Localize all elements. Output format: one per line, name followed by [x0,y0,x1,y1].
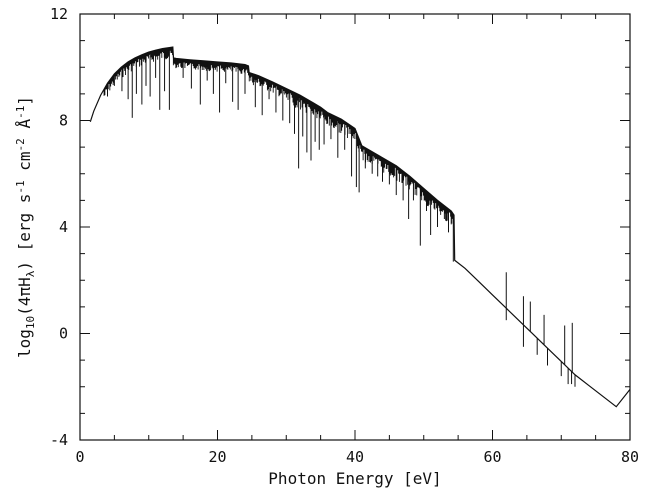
y-label-log: log [15,329,34,358]
y-label-open: (4πH [15,277,34,316]
y-label-angstrom: Å [15,119,34,139]
y-label-unit-erg: ) [erg s [15,194,34,271]
line-forest-band [103,47,454,224]
x-tick-label-1: 20 [208,448,226,466]
y-tick-label-2: 4 [59,218,68,236]
y-tick-label-3: 8 [59,112,68,130]
x-axis-label: Photon Energy [eV] [268,469,441,488]
y-tick-label-1: 0 [59,325,68,343]
axis-ticks [79,13,631,441]
x-tick-label-4: 80 [621,448,639,466]
continuum-line [89,46,631,408]
x-tick-label-3: 60 [483,448,501,466]
y-label-s-exp: -1 [14,180,27,193]
plot-frame [79,13,631,441]
y-tick-label-0: -4 [50,431,68,449]
y-label-cm-exp: -2 [14,138,27,151]
y-tick-label-4: 12 [50,5,68,23]
y-axis-label: log10(4πHλ) [erg s-1 cm-2 Å-1] [14,96,37,358]
y-label-cm: cm [15,151,34,180]
y-label-log-sub: 10 [24,316,37,329]
x-tick-label-2: 40 [346,448,364,466]
y-label-h-sub: λ [24,270,37,277]
y-label-close: ] [15,96,34,106]
x-tick-label-0: 0 [75,448,84,466]
spectrum-series [89,46,631,408]
y-label-angstrom-exp: -1 [14,106,27,119]
